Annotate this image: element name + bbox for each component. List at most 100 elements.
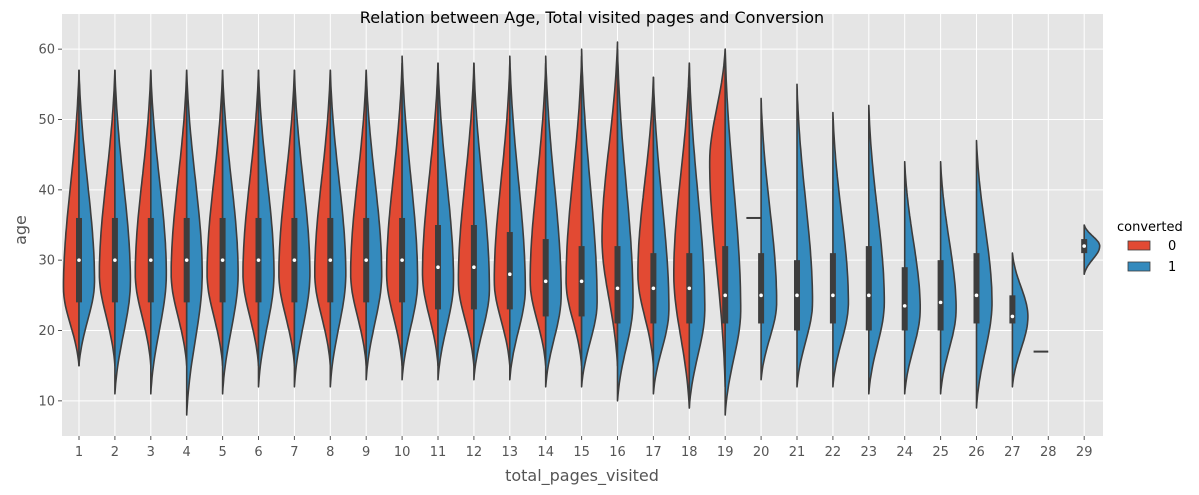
median-dot xyxy=(400,258,404,262)
iqr-box xyxy=(865,246,872,331)
x-tick-label: 8 xyxy=(326,445,334,460)
violin-half-1 xyxy=(185,69,203,416)
iqr-box xyxy=(973,253,980,324)
median-dot xyxy=(364,258,369,262)
violin-half-0 xyxy=(170,69,188,367)
median-dot xyxy=(256,258,261,262)
violin-half-1 xyxy=(150,69,168,395)
violin-half-1 xyxy=(760,97,778,381)
violin-half-0 xyxy=(457,62,475,367)
iqr-box xyxy=(829,253,836,324)
legend-swatch-0 xyxy=(1127,240,1151,251)
x-tick-label: 13 xyxy=(502,445,519,460)
violin-half-1 xyxy=(473,62,491,381)
x-tick-label: 25 xyxy=(932,445,949,460)
violin-half-0 xyxy=(206,69,224,367)
median-dot xyxy=(508,272,512,277)
x-tick-label: 19 xyxy=(717,445,734,460)
median-dot xyxy=(77,258,81,262)
violin-half-1 xyxy=(437,62,455,381)
median-dot xyxy=(867,293,871,298)
violin-half-1 xyxy=(293,69,311,388)
legend-label-1: 1 xyxy=(1168,260,1176,275)
violin-half-0 xyxy=(134,69,152,367)
iqr-box xyxy=(758,253,765,324)
median-dot xyxy=(615,286,620,291)
median-dot xyxy=(113,258,117,262)
y-axis-ticks: 10 20 30 40 50 60 xyxy=(38,43,62,409)
violin-half-1 xyxy=(1011,252,1029,388)
x-tick-label: 21 xyxy=(789,445,806,460)
iqr-box xyxy=(901,267,908,331)
violin-half-1 xyxy=(1083,224,1101,275)
median-dot xyxy=(723,293,727,298)
median-dot xyxy=(759,293,763,298)
violin-half-1 xyxy=(868,104,886,395)
x-axis-ticks: 1 2 3 4 5 6 7 8 9 10 11 12 13 14 15 16 17 18 19 20 21 22 23 24 2… xyxy=(75,436,1093,460)
violin-half-1 xyxy=(832,111,850,388)
chart-title: Relation between Age, Total visited page… xyxy=(360,8,824,27)
legend-label-0: 0 xyxy=(1168,239,1176,254)
x-tick-label: 26 xyxy=(968,445,985,460)
violin-half-1 xyxy=(616,48,634,402)
median-dot xyxy=(579,279,584,284)
y-tick-label: 50 xyxy=(38,113,55,128)
violin-half-1 xyxy=(688,62,706,409)
median-dot xyxy=(149,258,153,262)
violin-half-0 xyxy=(349,69,367,367)
median-dot xyxy=(543,279,548,284)
x-tick-label: 17 xyxy=(645,445,662,460)
legend-swatch-1 xyxy=(1127,261,1151,272)
violin-half-1 xyxy=(544,55,562,388)
violins xyxy=(62,41,1101,416)
violin-half-1 xyxy=(903,160,921,395)
violin-half-0 xyxy=(242,69,260,367)
violin-half-0 xyxy=(314,69,332,367)
median-dot xyxy=(651,286,656,291)
median-dot xyxy=(795,293,799,298)
x-tick-label: 15 xyxy=(573,445,590,460)
violin-half-0 xyxy=(601,41,619,367)
median-dot xyxy=(938,300,943,305)
x-tick-label: 22 xyxy=(825,445,842,460)
median-dot xyxy=(974,293,979,298)
x-tick-label: 1 xyxy=(75,445,83,460)
violin-half-0 xyxy=(529,62,547,367)
median-dot xyxy=(436,265,440,270)
violin-half-1 xyxy=(652,76,670,395)
violin-half-0 xyxy=(98,69,116,367)
median-dot xyxy=(184,258,189,262)
y-tick-label: 40 xyxy=(38,183,55,198)
violin-half-1 xyxy=(580,48,598,388)
x-tick-label: 29 xyxy=(1076,445,1093,460)
x-tick-label: 28 xyxy=(1040,445,1057,460)
violin-half-0 xyxy=(637,76,655,367)
y-axis-label: age xyxy=(11,215,30,245)
violin-half-1 xyxy=(329,69,347,388)
y-tick-label: 60 xyxy=(38,43,55,58)
median-dot xyxy=(292,258,297,262)
x-tick-label: 10 xyxy=(394,445,411,460)
median-dot xyxy=(902,304,907,308)
violin-half-0 xyxy=(385,62,403,367)
violin-half-1 xyxy=(796,83,814,388)
violin-half-1 xyxy=(365,69,383,381)
iqr-box xyxy=(542,239,549,317)
x-tick-label: 9 xyxy=(362,445,370,460)
x-tick-label: 16 xyxy=(609,445,626,460)
x-tick-label: 5 xyxy=(218,445,226,460)
violin-half-0 xyxy=(565,55,583,367)
violin-half-0 xyxy=(493,62,511,367)
x-tick-label: 2 xyxy=(111,445,119,460)
median-dot xyxy=(687,286,692,291)
violin-half-0 xyxy=(62,69,80,367)
iqr-box xyxy=(937,260,944,331)
median-dot xyxy=(1010,314,1015,319)
violin-half-1 xyxy=(509,55,527,381)
x-tick-label: 4 xyxy=(183,445,191,460)
y-tick-label: 10 xyxy=(38,394,55,409)
iqr-box xyxy=(1009,295,1016,324)
violin-half-0 xyxy=(708,48,726,388)
median-dot xyxy=(1082,244,1086,248)
